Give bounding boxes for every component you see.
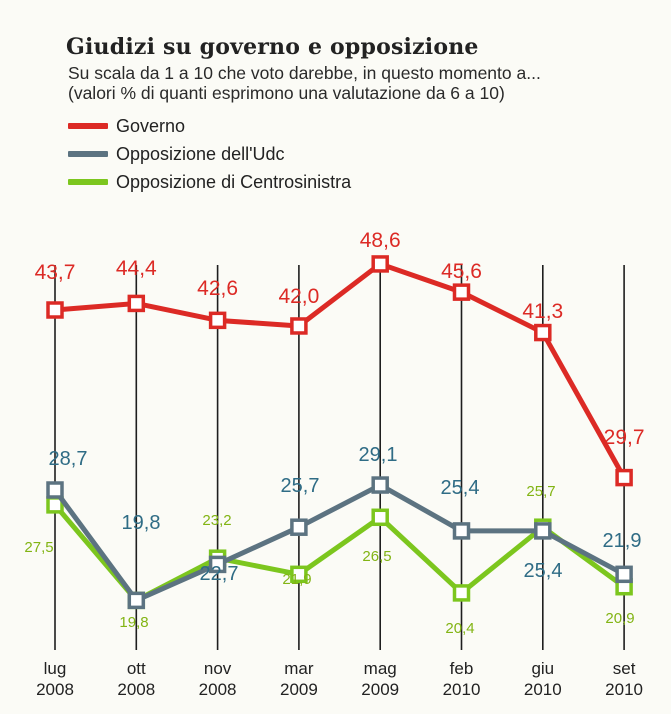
x-tick-year-0: 2008 [36, 680, 74, 699]
value-label-udc-3: 25,7 [281, 475, 320, 497]
value-label-governo-0: 43,7 [35, 261, 76, 284]
series-udc [46, 476, 633, 610]
marker-udc-2 [208, 555, 227, 574]
value-label-governo-4: 48,6 [360, 229, 401, 252]
marker-udc-3 [290, 518, 308, 536]
marker-governo-7 [615, 468, 633, 487]
x-tick-month-3: mar [284, 659, 314, 678]
value-label-centrosinistra-1: 19,8 [119, 614, 148, 631]
legend-swatch-centrosinistra [68, 179, 108, 185]
x-tick-year-6: 2010 [524, 680, 562, 699]
chart-legend: Governo Opposizione dell'Udc Opposizione… [68, 112, 351, 196]
x-tick-year-4: 2009 [361, 680, 399, 699]
x-tick-month-5: feb [450, 659, 474, 678]
legend-label-governo: Governo [116, 115, 186, 136]
series-governo [46, 255, 633, 487]
x-tick-year-2: 2008 [199, 680, 237, 699]
marker-governo-5 [452, 283, 471, 301]
marker-udc-6 [534, 522, 552, 540]
marker-centrosinistra-4 [371, 508, 389, 527]
x-tick-year-3: 2009 [280, 680, 318, 699]
value-label-udc-7: 21,9 [603, 530, 642, 552]
x-tick-month-7: set [613, 659, 636, 678]
x-tick-month-2: nov [204, 659, 232, 678]
marker-udc-4 [371, 476, 389, 494]
marker-governo-6 [534, 323, 552, 342]
subtitle-line-1: Su scala da 1 a 10 che voto darebbe, in … [68, 63, 541, 83]
marker-udc-7 [615, 565, 633, 584]
legend-swatch-udc [68, 151, 108, 157]
legend-swatch-governo [68, 123, 108, 129]
marker-centrosinistra-5 [452, 584, 471, 602]
marker-governo-0 [46, 301, 64, 319]
x-tick-year-5: 2010 [443, 680, 481, 699]
marker-governo-4 [371, 255, 389, 273]
x-tick-month-4: mag [364, 659, 397, 678]
x-tick-year-7: 2010 [605, 680, 643, 699]
legend-item-udc: Opposizione dell'Udc [68, 140, 351, 168]
value-label-centrosinistra-7: 20,9 [605, 610, 634, 627]
series-line-governo [54, 261, 627, 479]
subtitle-line-2: (valori % di quanti esprimono una valuta… [68, 83, 505, 103]
legend-item-governo: Governo [68, 112, 351, 140]
value-label-governo-1: 44,4 [116, 257, 157, 280]
value-label-udc-0: 28,7 [49, 448, 88, 470]
x-tick-year-1: 2008 [117, 680, 155, 699]
value-label-udc-1: 19,8 [122, 512, 161, 534]
value-label-centrosinistra-6: 25,7 [526, 483, 555, 500]
x-tick-month-1: ott [127, 659, 146, 678]
legend-label-udc: Opposizione dell'Udc [116, 143, 285, 164]
value-label-udc-2: 22,7 [200, 563, 239, 585]
value-label-governo-5: 45,6 [441, 260, 482, 283]
value-label-governo-2: 42,6 [197, 277, 238, 300]
x-tick-month-0: lug [44, 659, 67, 678]
marker-udc-5 [452, 522, 471, 540]
value-label-centrosinistra-4: 26,5 [362, 548, 391, 565]
series-line-udc [52, 482, 626, 603]
value-label-governo-3: 42,0 [278, 285, 319, 308]
marker-udc-1 [127, 591, 146, 610]
value-label-udc-4: 29,1 [359, 444, 398, 466]
legend-item-centrosinistra: Opposizione di Centrosinistra [68, 168, 351, 196]
marker-governo-2 [208, 311, 227, 330]
value-label-udc-5: 25,4 [441, 477, 480, 499]
value-label-centrosinistra-5: 20,4 [445, 620, 474, 637]
value-label-udc-6: 25,4 [524, 560, 563, 582]
value-label-centrosinistra-0: 27,5 [24, 539, 53, 556]
marker-governo-1 [127, 294, 146, 313]
value-label-centrosinistra-2: 23,2 [202, 512, 231, 529]
chart-subtitle: Su scala da 1 a 10 che voto darebbe, in … [68, 63, 541, 103]
chart-title: Giudizi su governo e opposizione [66, 34, 479, 60]
legend-label-centrosinistra: Opposizione di Centrosinistra [116, 171, 352, 192]
value-label-governo-6: 41,3 [522, 300, 563, 323]
value-label-governo-7: 29,7 [604, 426, 645, 449]
marker-governo-3 [290, 317, 308, 335]
value-label-centrosinistra-3: 21,9 [282, 571, 311, 588]
marker-udc-0 [46, 481, 64, 499]
x-tick-month-6: giu [531, 659, 554, 678]
marker-centrosinistra-3 [290, 565, 308, 584]
